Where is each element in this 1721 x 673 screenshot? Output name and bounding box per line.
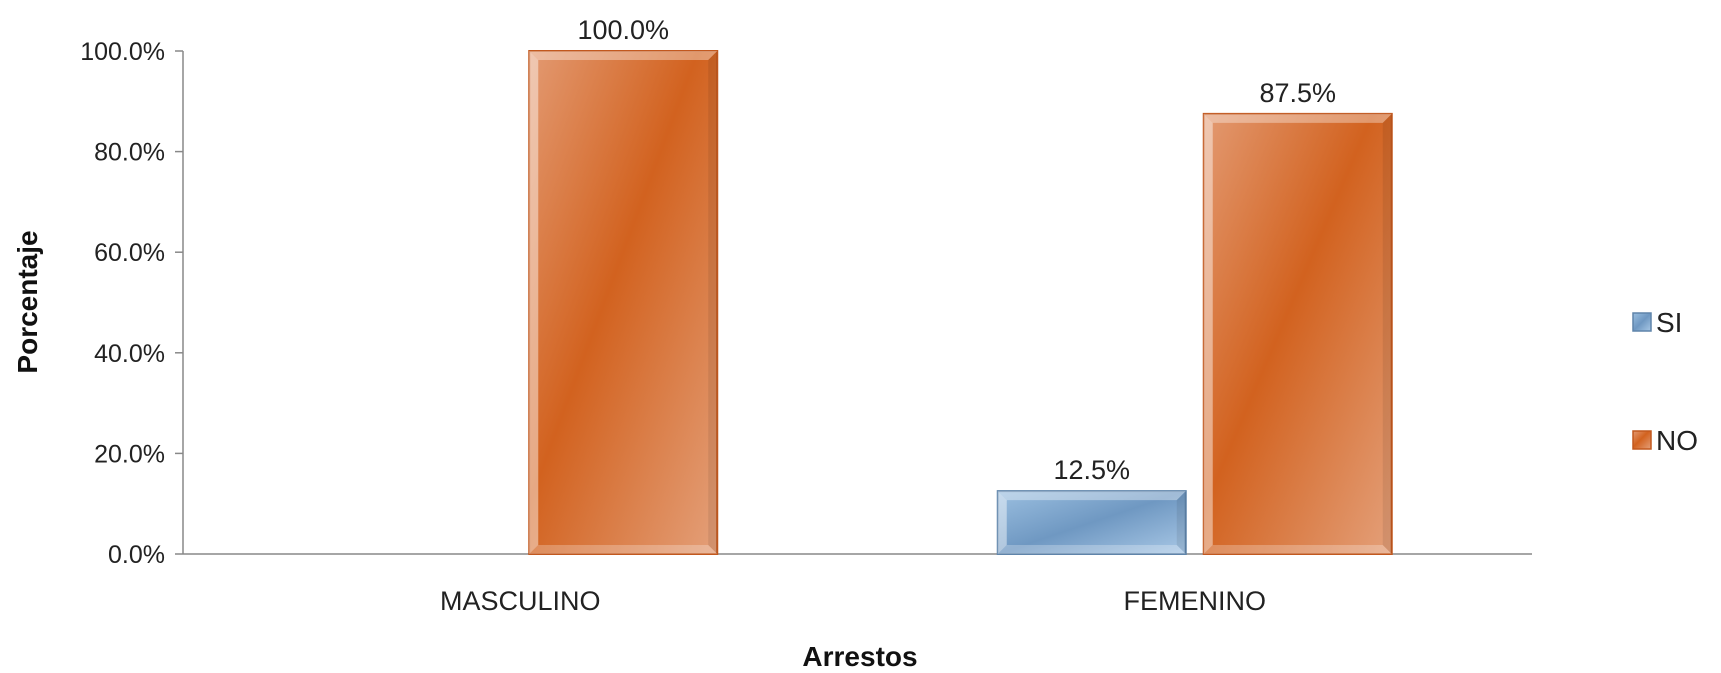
bar-bevel-right xyxy=(1176,491,1186,554)
bar-bevel-bottom xyxy=(529,545,718,554)
data-label: 100.0% xyxy=(577,15,669,45)
bar-si-femenino xyxy=(996,490,1187,555)
bar-body xyxy=(528,50,719,555)
legend: SI NO xyxy=(1632,307,1698,456)
legend-item-si: SI xyxy=(1632,307,1682,338)
bar-body xyxy=(996,490,1187,555)
bar-body xyxy=(1202,112,1393,555)
bar-bevel-top xyxy=(529,51,718,60)
bar-no-femenino xyxy=(1202,112,1393,555)
legend-swatch xyxy=(1632,430,1652,450)
bar-bevel-left xyxy=(1203,113,1213,554)
category-label: MASCULINO xyxy=(440,586,601,616)
bar-bevel-right xyxy=(708,51,718,554)
legend-item-no: NO xyxy=(1632,425,1698,456)
bar-bevel-top xyxy=(1203,113,1392,123)
bars-group xyxy=(528,50,1393,555)
y-tick-label: 20.0% xyxy=(94,440,165,468)
data-label: 12.5% xyxy=(1053,455,1130,485)
y-tick-label: 100.0% xyxy=(80,38,165,66)
y-tick-label: 0.0% xyxy=(108,541,165,569)
x-axis-title: Arrestos xyxy=(802,641,917,672)
data-label: 87.5% xyxy=(1259,78,1336,108)
y-axis: 0.0% 20.0% 40.0% 60.0% 80.0% 100.0% xyxy=(80,38,184,569)
y-tick-label: 80.0% xyxy=(94,139,165,167)
y-axis-title: Porcentaje xyxy=(12,230,43,373)
bar-bevel-bottom xyxy=(997,545,1186,554)
bar-bevel-right xyxy=(1382,113,1392,554)
bar-bevel-top xyxy=(997,491,1186,501)
bar-bevel-bottom xyxy=(1203,545,1392,554)
y-tick-label: 60.0% xyxy=(94,239,165,267)
category-label: FEMENINO xyxy=(1123,586,1266,616)
bar-bevel-left xyxy=(529,51,539,554)
y-tick-label: 40.0% xyxy=(94,340,165,368)
legend-label: SI xyxy=(1656,307,1682,338)
bar-bevel-left xyxy=(997,491,1007,554)
category-labels-group: MASCULINO FEMENINO xyxy=(440,586,1266,616)
legend-label: NO xyxy=(1656,425,1698,456)
data-labels-group: 100.0% 12.5% 87.5% xyxy=(577,15,1336,485)
bar-no-masculino xyxy=(528,50,719,555)
legend-swatch xyxy=(1632,312,1652,332)
